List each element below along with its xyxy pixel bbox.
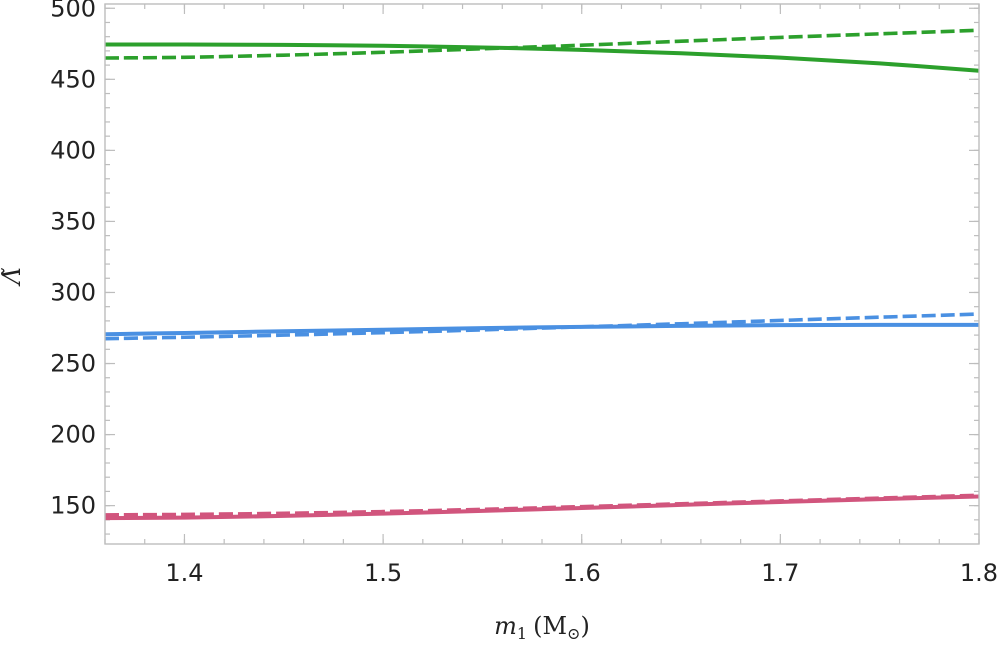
- x-tick-label: 1.4: [165, 559, 203, 587]
- series-line-4-dashed: [104, 312, 980, 341]
- series-layer: [104, 28, 980, 521]
- x-tick-label: 1.8: [960, 559, 998, 587]
- series-line-6-dashed: [104, 493, 980, 517]
- y-tick-label: 250: [50, 350, 96, 378]
- x-axis-label: m1 (M⊙): [494, 612, 590, 643]
- x-tick-labels: 1.4 1.5 1.6 1.7 1.8: [165, 559, 998, 587]
- y-tick-label: 400: [50, 136, 96, 164]
- y-tick-label: 200: [50, 421, 96, 449]
- series-line-2-dashed: [104, 28, 980, 60]
- minor-ticks: [104, 4, 980, 544]
- y-tick-label: 500: [50, 0, 96, 22]
- plot-frame: [104, 3, 980, 545]
- y-tick-label: 150: [50, 492, 96, 520]
- series-line-3-solid: [104, 322, 980, 337]
- series-line-1-solid: [104, 42, 980, 73]
- y-axis-label: Λ̃: [0, 267, 26, 286]
- x-tick-label: 1.6: [563, 559, 601, 587]
- y-tick-label: 450: [50, 65, 96, 93]
- y-tick-label: 350: [50, 207, 96, 235]
- y-tick-label: 300: [50, 278, 96, 306]
- major-ticks: [105, 4, 980, 544]
- x-tick-label: 1.5: [364, 559, 402, 587]
- y-tick-labels: 150 200 250 300 350 400 450 500: [50, 0, 96, 520]
- x-tick-label: 1.7: [761, 559, 799, 587]
